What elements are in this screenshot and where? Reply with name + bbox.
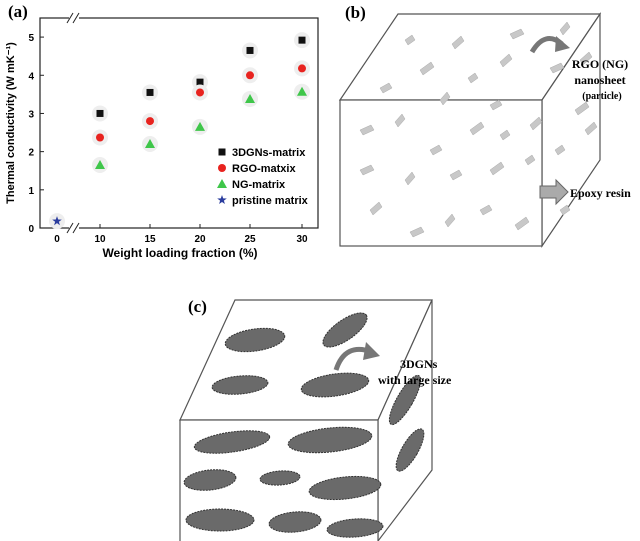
panel-label: (b) [345, 3, 366, 22]
y-axis-label: Thermal conductivity (W mK⁻¹) [5, 42, 17, 204]
panel-label: (a) [8, 2, 28, 21]
axis-break [67, 12, 79, 234]
annotation: RGO (NG) [572, 57, 628, 71]
marker [218, 164, 226, 172]
marker [247, 47, 254, 54]
legend-label: 3DGNs-matrix [232, 147, 306, 159]
legend-label: NG-matrix [232, 179, 286, 191]
x-tick-label: 30 [296, 234, 308, 245]
legend-label: pristine matrix [232, 195, 309, 207]
marker [246, 71, 254, 79]
marker [219, 149, 226, 156]
annotation: nanosheet [574, 73, 625, 87]
legend-label: RGO-matxix [232, 163, 296, 175]
marker [96, 134, 104, 142]
y-tick-label: 3 [28, 109, 34, 120]
x-tick-label: 0 [54, 234, 60, 245]
annotation: (particle) [582, 91, 621, 102]
figure: (a) Thermal conductivity (W mK⁻¹) Weight… [0, 0, 640, 541]
marker [217, 195, 227, 204]
x-tick-label: 20 [194, 234, 206, 245]
x-axis-label: Weight loading fraction (%) [102, 246, 257, 260]
marker [146, 117, 154, 125]
panel-label: (c) [188, 297, 207, 316]
x-tick-label: 15 [144, 234, 156, 245]
annotation: with large size [378, 373, 452, 387]
y-tick-label: 5 [28, 33, 34, 44]
marker [217, 179, 227, 188]
annotation: Epoxy resin [570, 186, 631, 200]
marker [97, 110, 104, 117]
graphene-blob [186, 509, 254, 531]
x-tick-label: 10 [94, 234, 106, 245]
y-tick-label: 1 [28, 186, 34, 197]
marker [147, 89, 154, 96]
page: (a) Thermal conductivity (W mK⁻¹) Weight… [0, 0, 640, 541]
y-tick-label: 4 [28, 71, 34, 82]
marker [196, 88, 204, 96]
y-tick-label: 2 [28, 148, 34, 159]
annotation: 3DGNs [400, 357, 438, 371]
cube-front [340, 100, 542, 246]
y-tick-label: 0 [28, 224, 34, 235]
marker [298, 64, 306, 72]
x-tick-label: 25 [244, 234, 256, 245]
marker [299, 37, 306, 44]
